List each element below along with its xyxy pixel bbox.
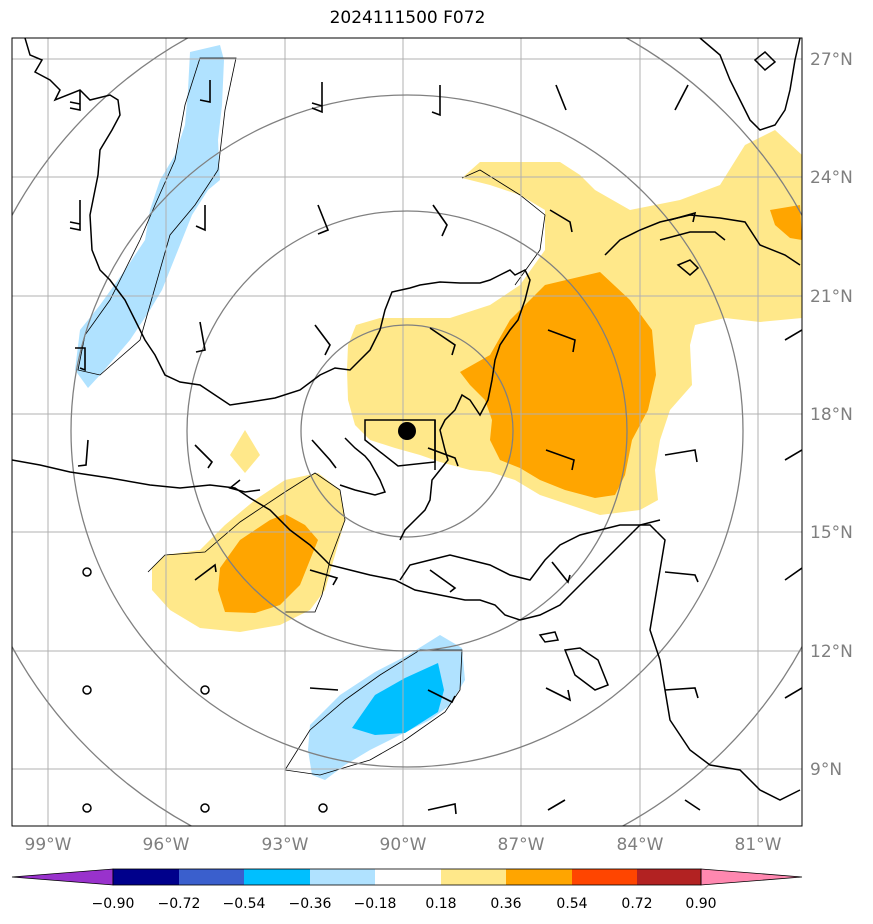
lon-label: 81°W xyxy=(735,835,782,855)
strong-positive-anomaly-area-southwest xyxy=(218,514,318,613)
colorbar-tick-label: −0.54 xyxy=(223,896,266,912)
graticule xyxy=(12,38,802,826)
colorbar-segment xyxy=(441,869,506,885)
positive-anomaly-diamond xyxy=(230,430,260,473)
colorbar-segment xyxy=(179,869,244,885)
longitude-labels: 99°W 96°W 93°W 90°W 87°W 84°W 81°W xyxy=(25,835,782,855)
range-rings xyxy=(12,38,802,826)
strong-positive-anomaly-area-east-edge xyxy=(770,205,802,240)
colorbar-segment xyxy=(244,869,310,885)
lon-label: 96°W xyxy=(143,835,190,855)
lat-label: 9°N xyxy=(810,760,842,780)
colorbar-segment xyxy=(637,869,701,885)
colorbar-tick-label: 0.36 xyxy=(490,896,521,912)
colorbar-tick-label: 0.54 xyxy=(556,896,587,912)
colorbar-segment xyxy=(506,869,572,885)
lat-label: 15°N xyxy=(810,523,853,543)
map-frame xyxy=(11,37,803,827)
storm-center-marker xyxy=(398,422,416,440)
colorbar-segment xyxy=(310,869,375,885)
colorbar-extend-low xyxy=(11,868,114,886)
colorbar-tick-label: −0.18 xyxy=(354,896,397,912)
lon-label: 84°W xyxy=(617,835,664,855)
wind-barbs xyxy=(69,80,802,815)
latitude-labels: 27°N 24°N 21°N 18°N 15°N 12°N 9°N xyxy=(810,50,853,780)
anomaly-shading xyxy=(75,45,802,780)
lat-label: 24°N xyxy=(810,168,853,188)
colorbar-segment xyxy=(113,869,179,885)
lon-label: 90°W xyxy=(380,835,427,855)
lon-label: 93°W xyxy=(262,835,309,855)
lon-label: 87°W xyxy=(498,835,545,855)
lat-label: 21°N xyxy=(810,287,853,307)
colorbar-tick-label: 0.90 xyxy=(685,896,716,912)
colorbar-tick-label: −0.90 xyxy=(92,896,135,912)
colorbar-tick-label: −0.72 xyxy=(158,896,201,912)
colorbar-tick-label: −0.36 xyxy=(289,896,332,912)
negative-anomaly-area-northwest xyxy=(75,45,224,388)
colorbar: −0.90 −0.72 −0.54 −0.36 −0.18 0.18 0.36 … xyxy=(11,868,803,912)
colorbar-extend-high xyxy=(700,868,803,886)
lat-label: 12°N xyxy=(810,642,853,662)
calm-wind-markers xyxy=(82,567,328,813)
colorbar-segment xyxy=(572,869,637,885)
strong-negative-anomaly-area-south xyxy=(352,663,444,735)
colorbar-segment xyxy=(375,869,441,885)
strong-positive-anomaly-area-east xyxy=(460,272,656,498)
map-title: 2024111500 F072 xyxy=(329,8,486,28)
colorbar-tick-label: 0.18 xyxy=(425,896,456,912)
colorbar-tick-label: 0.72 xyxy=(621,896,652,912)
map-canvas xyxy=(12,38,802,826)
contour-lines xyxy=(77,57,546,776)
lat-label: 18°N xyxy=(810,405,853,425)
lat-label: 27°N xyxy=(810,50,853,70)
coastlines xyxy=(12,38,801,801)
lon-label: 99°W xyxy=(25,835,72,855)
